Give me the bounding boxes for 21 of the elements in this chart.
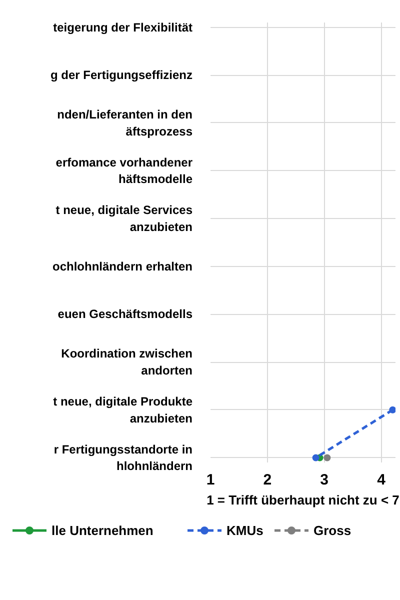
y-tick-label: euen Geschäftsmodells [58,307,193,322]
y-tick-label: teigerung der Flexibilität [53,20,193,34]
y-tick-label: r Fertigungsstandorte in hlohnländern [54,442,193,474]
x-tick-label: 2 [263,472,272,488]
y-tick-label: t neue, digitale Services anzubieten [56,203,193,234]
y-tick-label: ochlohnländern erhalten [52,259,192,274]
y-tick-label: erfomance vorhandener häftsmodelle [56,155,193,186]
legend-label: lle Unternehmen [52,523,154,538]
y-tick-label: g der Fertigungseffizienz [50,68,193,82]
point [312,454,320,462]
y-tick-label: t neue, digitale Produkte anzubieten [53,394,193,426]
x-axis-title: 1 = Trifft überhaupt nicht zu < 7 [206,492,400,508]
x-tick-label: 3 [320,472,329,488]
legend-label: KMUs [226,523,264,538]
x-tick-label: 1 [206,472,215,488]
point [324,454,331,462]
legend-label: Gross [314,523,352,538]
x-tick-label: 4 [377,472,386,488]
y-tick-label: nden/Lieferanten in den äftsprozess [57,108,193,138]
y-tick-label: Koordination zwischen andorten [61,346,193,378]
point [389,406,396,414]
